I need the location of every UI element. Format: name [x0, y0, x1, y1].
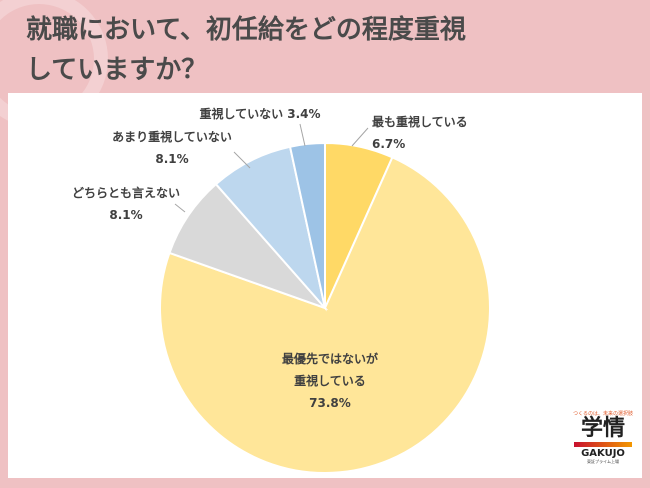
logo-tagline: つくるのは、未来の選択肢 [573, 411, 633, 417]
slice-label: あまり重視していない [112, 129, 232, 144]
slice-label: 最優先ではないが [282, 351, 378, 366]
logo-bar [574, 442, 632, 447]
slice-value-label: 6.7% [372, 137, 405, 151]
leader-line [299, 123, 306, 147]
slice-label: 最も重視している [372, 114, 468, 129]
pie-slice [159, 156, 491, 474]
title-line-2: していますか？ [26, 55, 208, 85]
slice-value-label: 8.1% [109, 208, 142, 222]
leader-line [351, 127, 369, 147]
leader-line [174, 203, 186, 213]
logo-sub: 東証プライム上場 [587, 459, 619, 464]
title-line-1: 就職において、初任給をどの程度重視 [26, 15, 466, 45]
logo-roman: GAKUJO [581, 448, 625, 459]
page-title: 就職において、初任給をどの程度重視 していますか？ [26, 10, 466, 90]
slice-label: どちらとも言えない [72, 185, 180, 200]
logo-name: 学情 [580, 416, 625, 441]
slice-value-label: 8.1% [155, 152, 188, 166]
slice-label: 重視している [294, 373, 366, 388]
slice-value-label: 73.8% [309, 396, 351, 410]
slice-label: 重視していない 3.4% [199, 106, 320, 121]
pie-slice [288, 141, 326, 309]
gakujo-logo: つくるのは、未来の選択肢 学情 GAKUJO 東証プライム上場 [570, 410, 636, 465]
leader-line [233, 151, 251, 169]
